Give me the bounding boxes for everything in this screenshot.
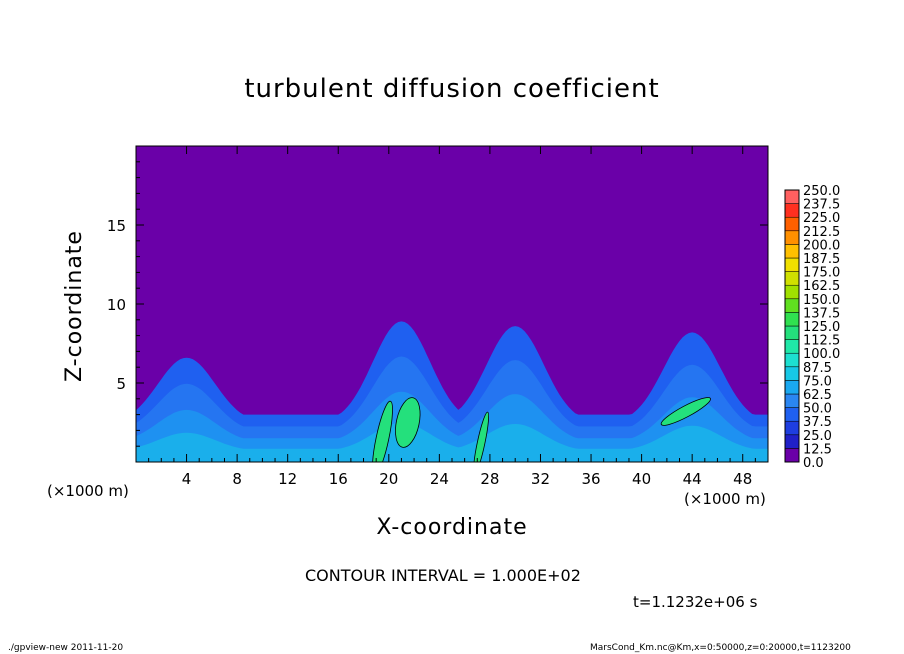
colorbar-swatch (784, 393, 800, 408)
colorbar-label: 87.5 (803, 361, 832, 376)
footer-left: ./gpview-new 2011-11-20 (8, 643, 124, 653)
colorbar-swatch (784, 189, 800, 204)
x-tick-label: 48 (733, 470, 752, 488)
x-tick-label: 40 (632, 470, 651, 488)
y-tick-label: 15 (107, 217, 126, 235)
x-tick-label: 28 (480, 470, 499, 488)
high-diffusion-plume (660, 397, 711, 426)
colorbar-label: 137.5 (803, 306, 840, 321)
colorbar-label: 200.0 (803, 238, 840, 253)
colorbar-swatch (784, 284, 800, 300)
colorbar-label: 212.5 (803, 225, 840, 240)
colorbar-swatch (784, 325, 800, 340)
colorbar-label: 75.0 (803, 374, 832, 389)
footer-right: MarsCond_Km.nc@Km,x=0:50000,z=0:20000,t=… (590, 643, 851, 653)
colorbar-swatch (784, 434, 800, 449)
high-diffusion-plume (395, 397, 421, 448)
y-tick-label: 10 (107, 296, 126, 314)
colorbar-swatch (784, 257, 800, 272)
y-tick-label: 5 (116, 375, 126, 393)
colorbar-label: 225.0 (803, 211, 840, 226)
x-axis-label: X-coordinate (376, 515, 528, 540)
colorbar-swatch (784, 380, 800, 395)
x-tick-label: 44 (683, 470, 702, 488)
colorbar-label: 162.5 (803, 279, 840, 294)
x-tick-label: 36 (581, 470, 600, 488)
time-stamp: t=1.1232e+06 s (633, 593, 758, 611)
x-tick-label: 32 (531, 470, 550, 488)
colorbar-label: 250.0 (803, 184, 840, 199)
colorbar-swatch (784, 298, 800, 313)
turbulent-layer (136, 321, 768, 462)
colorbar-swatch (784, 407, 800, 422)
y-axis-label: Z-coordinate (62, 230, 87, 382)
colorbar-label: 50.0 (803, 402, 832, 417)
contour-interval-text: CONTOUR INTERVAL = 1.000E+02 (305, 566, 581, 585)
turbulent-band-1 (136, 391, 768, 462)
x-tick-label: 8 (232, 470, 242, 488)
colorbar-label: 112.5 (803, 334, 840, 349)
colorbar-swatch (784, 448, 800, 463)
colorbar-swatch (784, 339, 800, 354)
colorbar-label: 0.0 (803, 456, 824, 471)
x-unit-label-right: (×1000 m) (684, 490, 766, 508)
x-tick-label: 24 (430, 470, 449, 488)
x-unit-label-left: (×1000 m) (47, 482, 129, 500)
x-tick-label: 20 (379, 470, 398, 488)
turbulent-band-0 (136, 356, 768, 462)
colorbar-swatch (784, 312, 800, 327)
colorbar-label: 62.5 (803, 388, 832, 403)
colorbar-swatch (784, 366, 800, 381)
colorbar-swatch (784, 216, 800, 232)
colorbar-swatch (784, 271, 800, 286)
colorbar-swatch (784, 230, 800, 245)
colorbar-label: 37.5 (803, 415, 832, 430)
colorbar-swatch (784, 420, 800, 436)
colorbar-label: 150.0 (803, 293, 840, 308)
colorbar-swatch (784, 352, 800, 368)
colorbar-label: 237.5 (803, 198, 840, 213)
x-tick-label: 4 (182, 470, 192, 488)
colorbar-label: 25.0 (803, 429, 832, 444)
x-tick-label: 12 (278, 470, 297, 488)
chart-title: turbulent diffusion coefficient (244, 74, 660, 104)
colorbar-swatch (784, 203, 800, 218)
high-diffusion-plume (372, 400, 393, 462)
colorbar-label: 175.0 (803, 266, 840, 281)
colorbar-frame (784, 189, 800, 463)
x-tick-label: 16 (329, 470, 348, 488)
colorbar-label: 125.0 (803, 320, 840, 335)
colorbar-label: 187.5 (803, 252, 840, 267)
turbulent-band-2 (136, 422, 768, 462)
colorbar-label: 100.0 (803, 347, 840, 362)
colorbar-swatch (784, 244, 800, 259)
colorbar-label: 12.5 (803, 442, 832, 457)
